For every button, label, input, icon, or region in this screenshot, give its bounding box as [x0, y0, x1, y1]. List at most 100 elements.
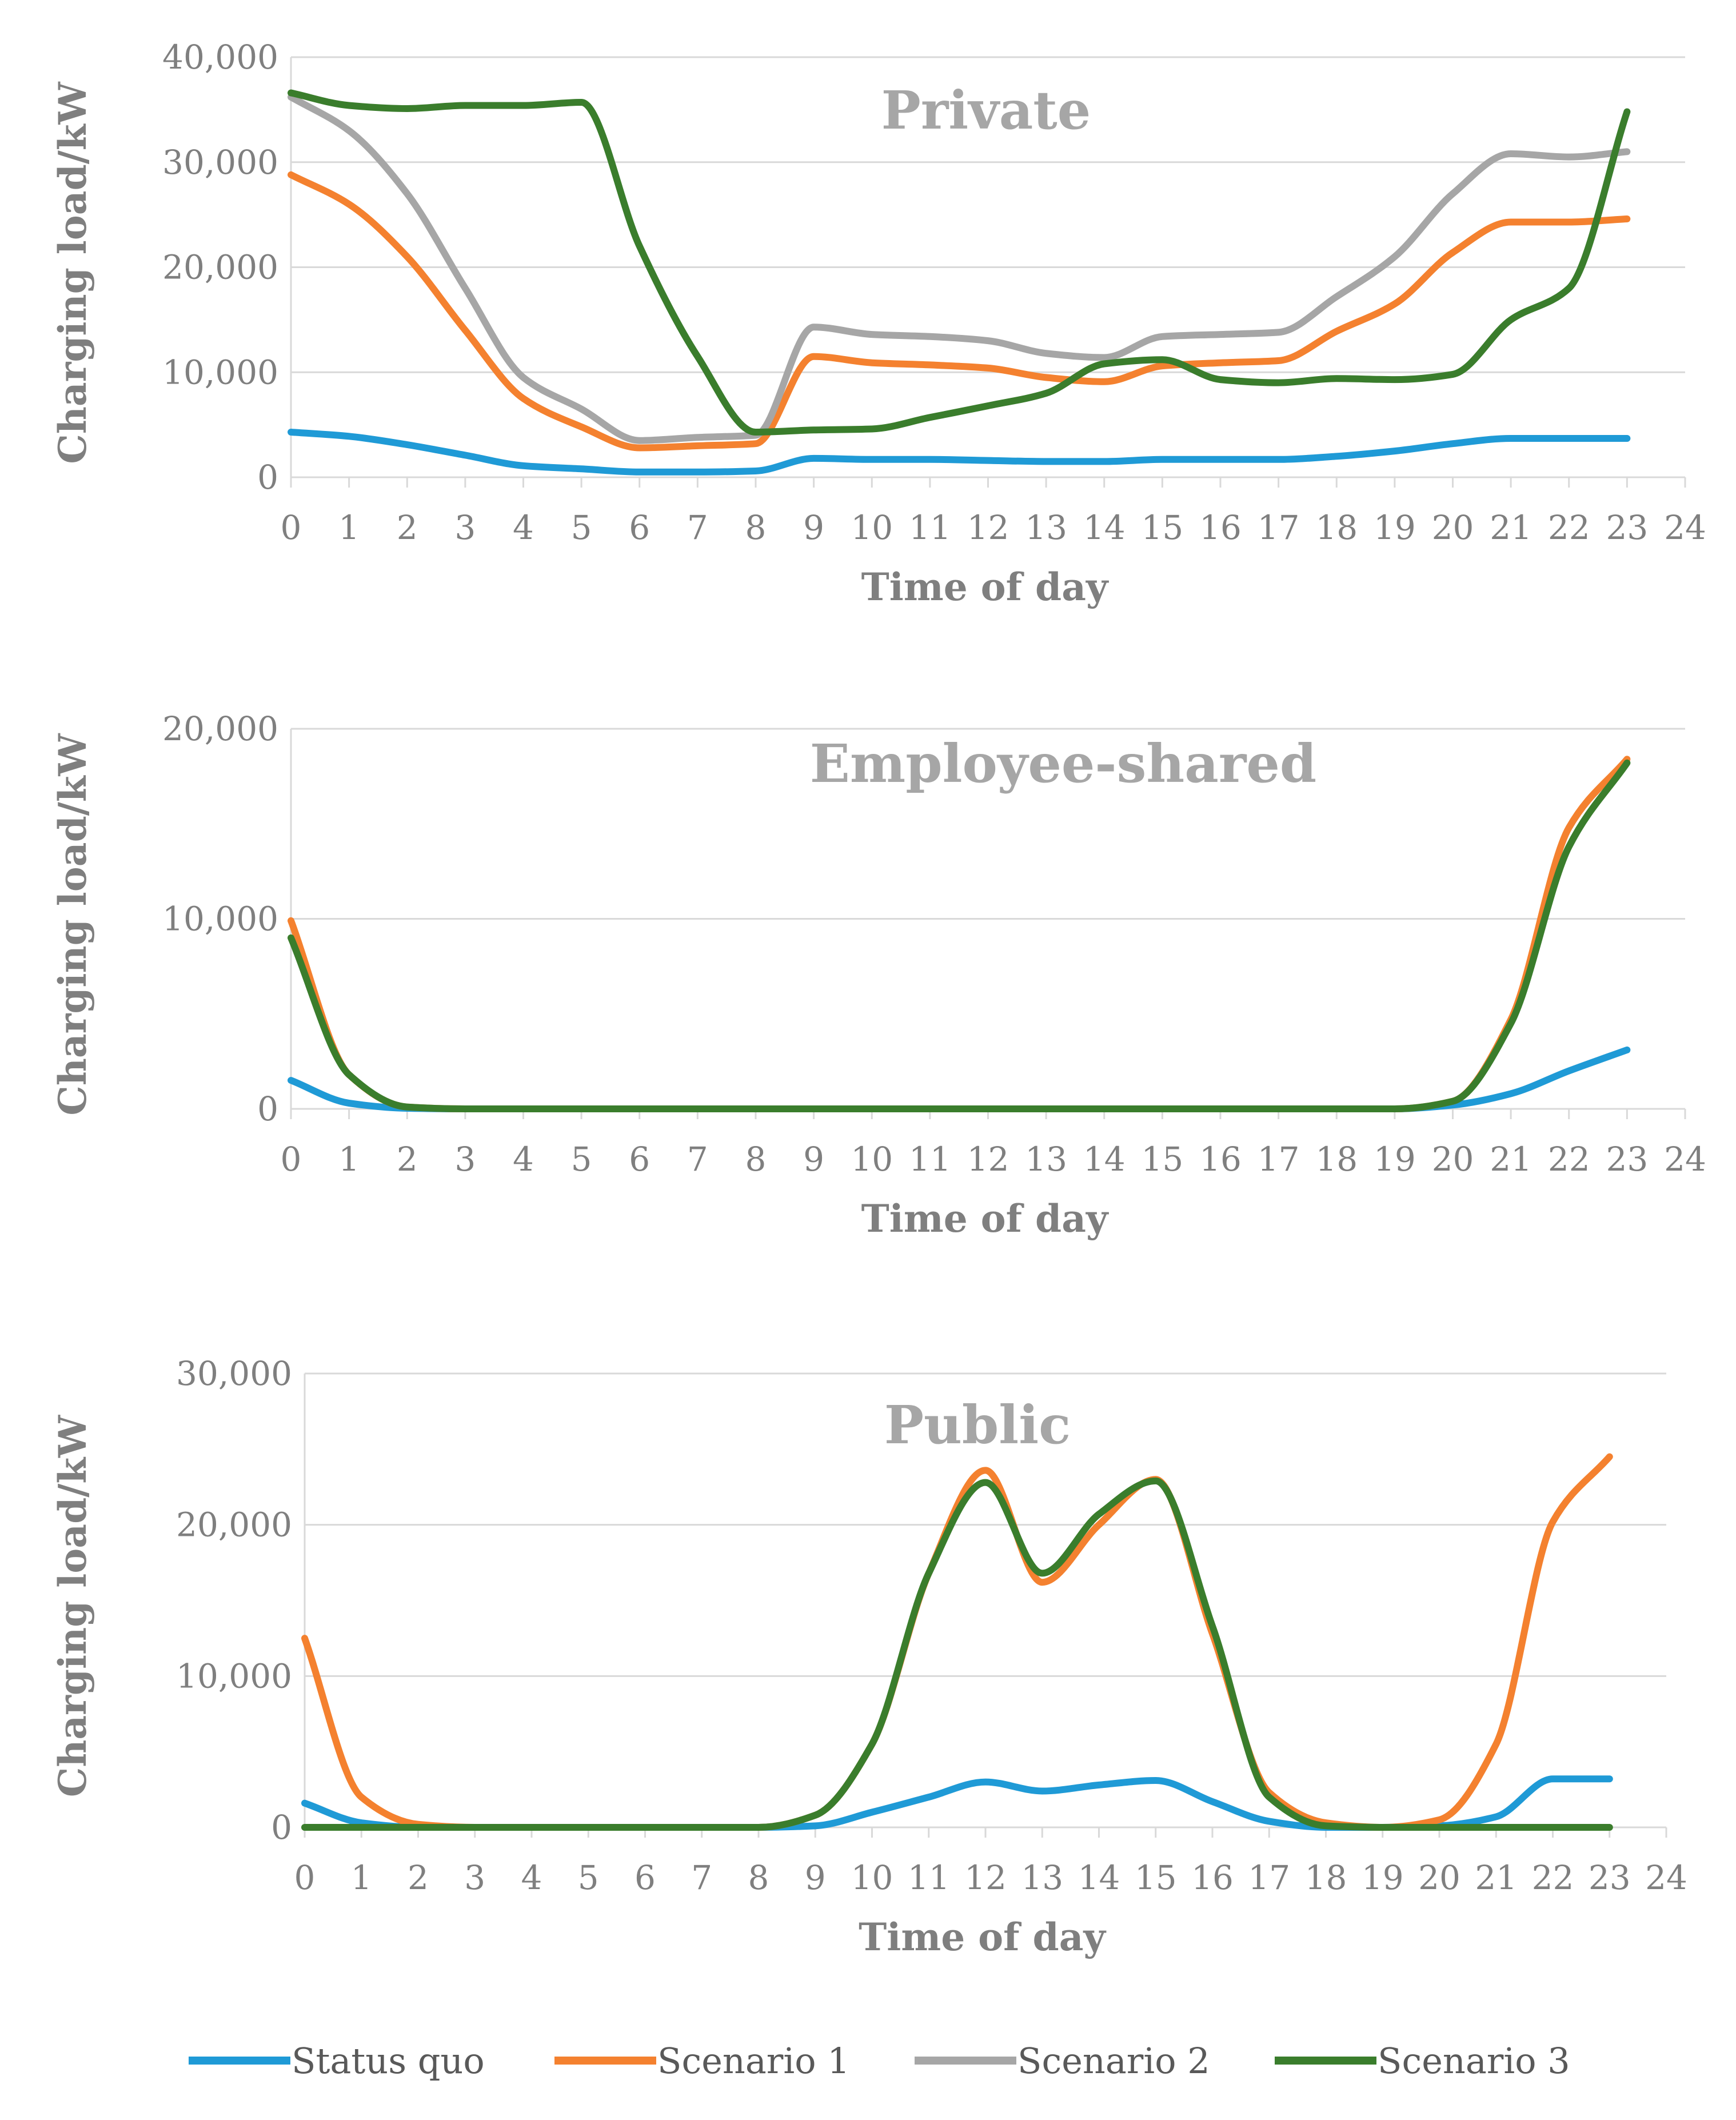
x-tick-label: 23	[1606, 508, 1648, 547]
y-tick-label: 20,000	[162, 709, 278, 748]
x-tick-label: 20	[1418, 1858, 1460, 1897]
x-tick-label: 8	[745, 1140, 767, 1179]
x-tick-label: 19	[1374, 508, 1416, 547]
x-tick-label: 9	[803, 508, 824, 547]
x-tick-label: 22	[1532, 1858, 1574, 1897]
x-tick-label: 2	[408, 1858, 429, 1897]
x-tick-label: 21	[1490, 508, 1532, 547]
chart-title: Private	[881, 79, 1091, 141]
x-tick-label: 13	[1025, 508, 1067, 547]
x-tick-label: 0	[281, 1140, 302, 1179]
x-tick-label: 12	[967, 508, 1009, 547]
x-tick-label: 8	[745, 508, 767, 547]
x-tick-label: 15	[1141, 1140, 1183, 1179]
x-tick-label: 16	[1199, 1140, 1242, 1179]
x-tick-label: 9	[803, 1140, 824, 1179]
x-tick-label: 22	[1548, 508, 1590, 547]
x-tick-label: 5	[571, 1140, 592, 1179]
x-tick-label: 20	[1432, 1140, 1474, 1179]
x-tick-label: 23	[1589, 1858, 1631, 1897]
x-tick-label: 0	[294, 1858, 316, 1897]
series-line-status-quo	[301, 1775, 1613, 1831]
x-tick-label: 1	[338, 508, 360, 547]
x-tick-label: 17	[1248, 1858, 1290, 1897]
x-tick-label: 7	[687, 508, 708, 547]
y-tick-label: 20,000	[176, 1506, 292, 1544]
legend: Status quo Scenario 1 Scenario 2 Scenario 3	[189, 2040, 1570, 2082]
y-tick-label: 30,000	[176, 1354, 292, 1393]
x-tick-label: 21	[1490, 1140, 1532, 1179]
x-tick-label: 13	[1025, 1140, 1067, 1179]
x-tick-label: 14	[1078, 1858, 1120, 1897]
y-tick-label: 0	[257, 1089, 278, 1128]
x-tick-label: 0	[281, 508, 302, 547]
x-tick-label: 24	[1664, 1140, 1706, 1179]
series-line-status-quo	[288, 1046, 1631, 1112]
x-tick-label: 10	[851, 508, 893, 547]
x-tick-label: 19	[1362, 1858, 1404, 1897]
x-tick-label: 23	[1606, 1140, 1648, 1179]
y-tick-label: 10,000	[176, 1656, 292, 1695]
x-tick-label: 18	[1315, 508, 1358, 547]
y-axis-title: Charging load/kW	[50, 81, 95, 464]
y-tick-label: 0	[271, 1808, 292, 1847]
legend-label: Status quo	[292, 2040, 485, 2082]
x-tick-label: 9	[805, 1858, 826, 1897]
x-tick-label: 15	[1135, 1858, 1177, 1897]
x-tick-label: 10	[851, 1858, 893, 1897]
x-tick-label: 16	[1191, 1858, 1234, 1897]
chart-title: Employee-shared	[810, 733, 1316, 794]
x-tick-label: 5	[578, 1858, 599, 1897]
x-tick-label: 2	[397, 508, 418, 547]
x-tick-label: 4	[521, 1858, 542, 1897]
y-tick-label: 0	[257, 458, 278, 497]
y-tick-label: 10,000	[162, 353, 278, 392]
series-line-scenario-3	[301, 1477, 1613, 1831]
x-tick-label: 7	[687, 1140, 708, 1179]
x-tick-label: 3	[454, 1140, 476, 1179]
x-tick-label: 15	[1141, 508, 1183, 547]
x-tick-label: 20	[1432, 508, 1474, 547]
x-axis-title: Time of day	[859, 1915, 1106, 1959]
x-tick-label: 24	[1664, 508, 1706, 547]
x-tick-label: 4	[513, 508, 534, 547]
x-tick-label: 6	[634, 1858, 656, 1897]
legend-label: Scenario 1	[657, 2040, 850, 2082]
x-tick-label: 11	[909, 1140, 951, 1179]
x-tick-label: 11	[908, 1858, 950, 1897]
x-tick-label: 19	[1374, 1140, 1416, 1179]
legend-label: Scenario 2	[1017, 2040, 1210, 2082]
series-line-scenario-1	[288, 171, 1631, 452]
x-tick-label: 17	[1258, 1140, 1300, 1179]
x-tick-label: 1	[338, 1140, 360, 1179]
y-tick-label: 40,000	[162, 38, 278, 77]
series-line-scenario-2	[288, 93, 1631, 444]
x-tick-label: 17	[1258, 508, 1300, 547]
x-axis-title: Time of day	[861, 1196, 1109, 1241]
x-tick-label: 11	[909, 508, 951, 547]
x-tick-label: 18	[1315, 1140, 1358, 1179]
y-axis-title: Charging load/kW	[50, 1415, 95, 1797]
y-axis-title: Charging load/kW	[50, 733, 95, 1115]
x-tick-label: 14	[1083, 1140, 1126, 1179]
x-tick-label: 5	[571, 508, 592, 547]
series-line-status-quo	[288, 429, 1631, 476]
y-tick-label: 10,000	[162, 900, 278, 939]
x-tick-label: 18	[1305, 1858, 1347, 1897]
x-tick-label: 4	[513, 1140, 534, 1179]
series-line-scenario-3	[288, 89, 1631, 436]
x-tick-label: 3	[464, 1858, 485, 1897]
series-line-scenario-1	[288, 756, 1631, 1112]
x-tick-label: 12	[964, 1858, 1007, 1897]
legend-label: Scenario 3	[1378, 2040, 1570, 2082]
x-tick-label: 10	[851, 1140, 893, 1179]
x-tick-label: 22	[1548, 1140, 1590, 1179]
x-tick-label: 12	[967, 1140, 1009, 1179]
chart-title: Public	[884, 1394, 1071, 1456]
x-tick-label: 1	[351, 1858, 372, 1897]
x-tick-label: 14	[1083, 508, 1126, 547]
